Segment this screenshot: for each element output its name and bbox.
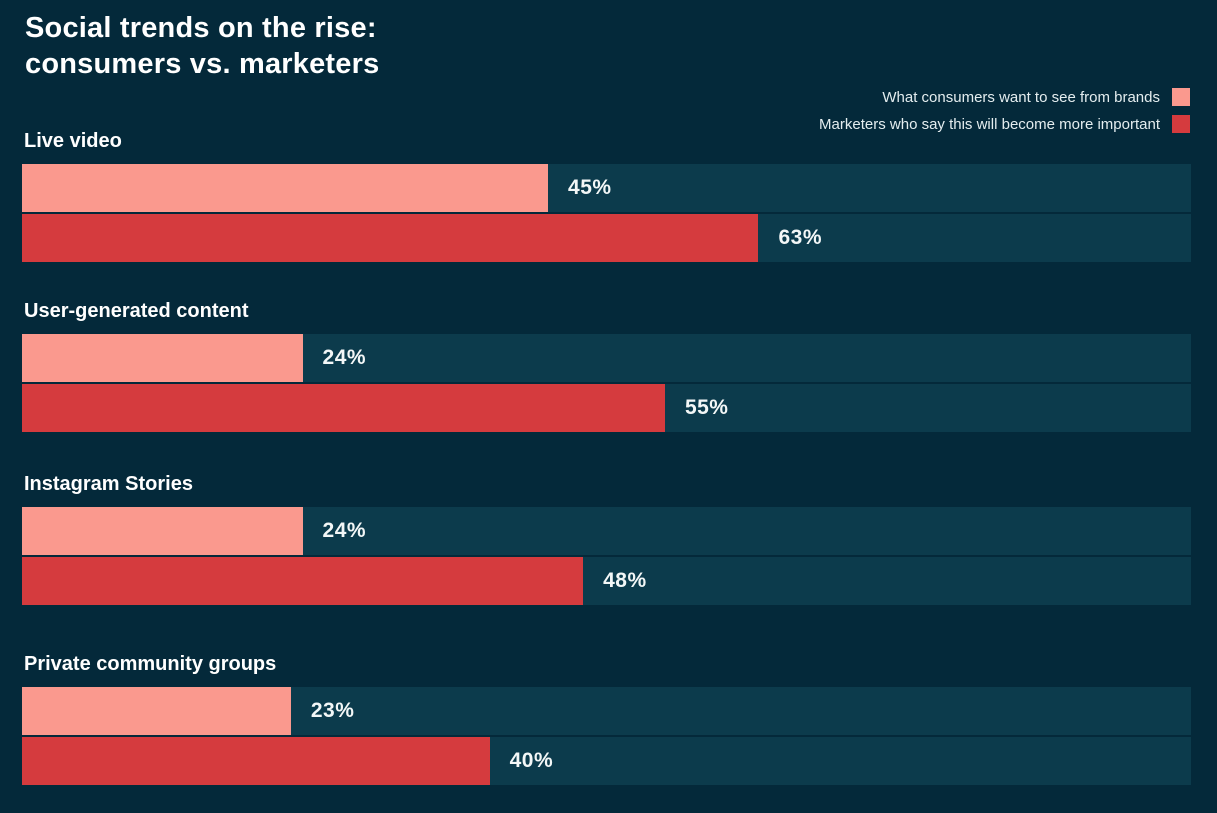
bar-pair: 24% 48%	[22, 507, 1191, 605]
bar-track: 40%	[22, 737, 1191, 785]
bar-value-label: 40%	[509, 749, 554, 772]
bar-track: 23%	[22, 687, 1191, 735]
consumer-bar	[22, 687, 291, 735]
consumer-bar	[22, 507, 303, 555]
legend-row: What consumers want to see from brands	[819, 88, 1190, 106]
marketer-bar	[22, 737, 490, 785]
marketer-bar	[22, 384, 665, 432]
category-label: Live video	[24, 130, 122, 152]
bar-pair: 24% 55%	[22, 334, 1191, 432]
legend-swatch	[1172, 115, 1190, 133]
bar-value-label: 45%	[568, 176, 612, 199]
bar-value-label: 48%	[603, 569, 647, 592]
consumer-bar	[22, 334, 303, 382]
trend-section: Live video 45% 63%	[22, 131, 1191, 264]
bar-track: 24%	[22, 507, 1191, 555]
category-label: Private community groups	[24, 653, 277, 675]
bar-value-label: 24%	[322, 519, 367, 542]
bar-value-label: 63%	[778, 226, 822, 249]
bar-value-label: 23%	[310, 699, 355, 722]
marketer-bar	[22, 214, 759, 262]
bar-track: 55%	[22, 384, 1191, 432]
legend-label: What consumers want to see from brands	[882, 88, 1160, 106]
category-label: User-generated content	[24, 300, 249, 322]
consumer-bar	[22, 164, 549, 212]
bar-pair: 23% 40%	[22, 687, 1191, 785]
bar-value-label: 55%	[684, 396, 729, 419]
bar-track: 24%	[22, 334, 1191, 382]
marketer-bar	[22, 557, 584, 605]
legend: What consumers want to see from brands Ma…	[819, 88, 1190, 142]
chart-title: Social trends on the rise: consumers vs.…	[25, 10, 379, 82]
trend-section: Private community groups 23% 40%	[22, 654, 1191, 787]
chart-title-line2: consumers vs. marketers	[25, 48, 380, 80]
chart-title-line1: Social trends on the rise:	[25, 12, 377, 44]
legend-swatch	[1172, 88, 1190, 106]
category-label: Instagram Stories	[24, 473, 193, 495]
bar-track: 48%	[22, 557, 1191, 605]
trend-section: User-generated content 24% 55%	[22, 301, 1191, 434]
trend-section: Instagram Stories 24% 48%	[22, 474, 1191, 607]
bar-pair: 45% 63%	[22, 164, 1191, 262]
bar-track: 45%	[22, 164, 1191, 212]
legend-label: Marketers who say this will become more …	[819, 115, 1160, 133]
bar-track: 63%	[22, 214, 1191, 262]
bar-value-label: 24%	[322, 346, 367, 369]
legend-row: Marketers who say this will become more …	[819, 115, 1190, 133]
